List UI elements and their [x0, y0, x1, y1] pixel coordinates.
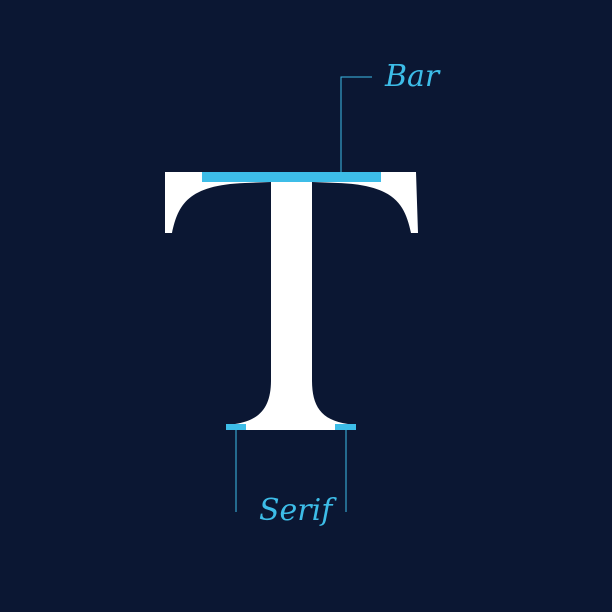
bar-leader-line: [340, 76, 372, 172]
bar-label: Bar: [385, 59, 440, 94]
letter-t-glyph: [165, 172, 418, 430]
serif-highlight-right: [335, 424, 356, 430]
bar-highlight: [202, 172, 381, 182]
serif-highlight-left: [226, 424, 246, 430]
serif-label: Serif: [259, 493, 333, 528]
